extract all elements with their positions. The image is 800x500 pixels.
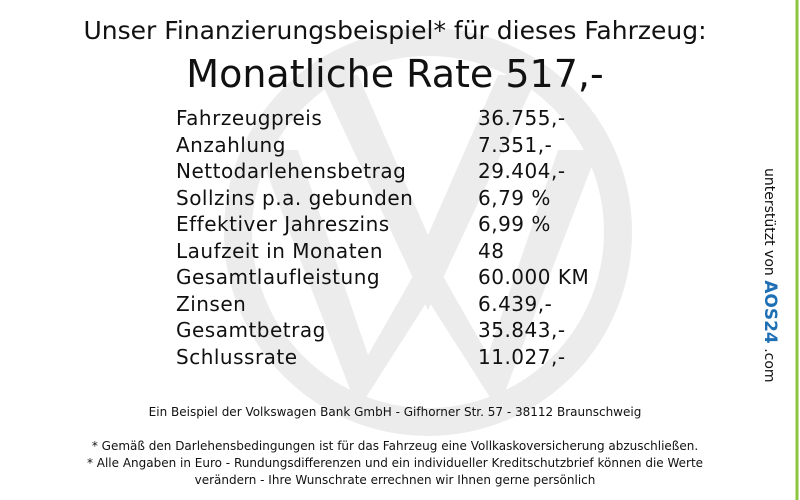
row-value: 7.351,- [478, 132, 553, 157]
note-line: * Gemäß den Darlehensbedingungen ist für… [91, 439, 699, 453]
row-value: 35.843,- [478, 318, 566, 342]
sponsor-prefix: unterstützt von [761, 168, 777, 276]
row-label: Sollzins p.a. gebunden [176, 185, 414, 210]
row-value: 6,99 % [478, 212, 551, 236]
row-value: 36.755,- [478, 106, 566, 130]
row-label: Fahrzeugpreis [176, 106, 323, 130]
title: Unser Finanzierungsbeispiel* für dieses … [83, 16, 707, 45]
row-label: Zinsen [176, 291, 247, 316]
sponsor-brand: AOS24 [760, 280, 780, 344]
row-label: Schlussrate [176, 344, 298, 369]
row-label: Nettodarlehensbetrag [176, 159, 407, 183]
row-value: 48 [478, 238, 505, 263]
sponsor-suffix: .com [761, 348, 777, 383]
row-value: 11.027,- [478, 344, 566, 369]
note-line: verändern - Ihre Wunschrate errechnen wi… [194, 473, 596, 487]
row-value: 6.439,- [478, 291, 553, 316]
sponsor: unterstützt von AOS24 .com [760, 168, 780, 383]
bank-line: Ein Beispiel der Volkswagen Bank GmbH - … [148, 405, 642, 419]
row-label: Effektiver Jahreszins [176, 212, 390, 236]
note-line: * Alle Angaben in Euro - Rundungsdiffere… [86, 456, 704, 470]
row-value: 6,79 % [478, 185, 551, 210]
row-value: 29.404,- [478, 159, 566, 183]
row-label: Anzahlung [176, 132, 286, 157]
row-label: Gesamtlaufleistung [176, 265, 381, 289]
row-value: 60.000 KM [478, 265, 590, 289]
row-label: Laufzeit in Monaten [176, 238, 384, 263]
row-label: Gesamtbetrag [176, 318, 326, 342]
rate: Monatliche Rate 517,- [186, 52, 604, 96]
